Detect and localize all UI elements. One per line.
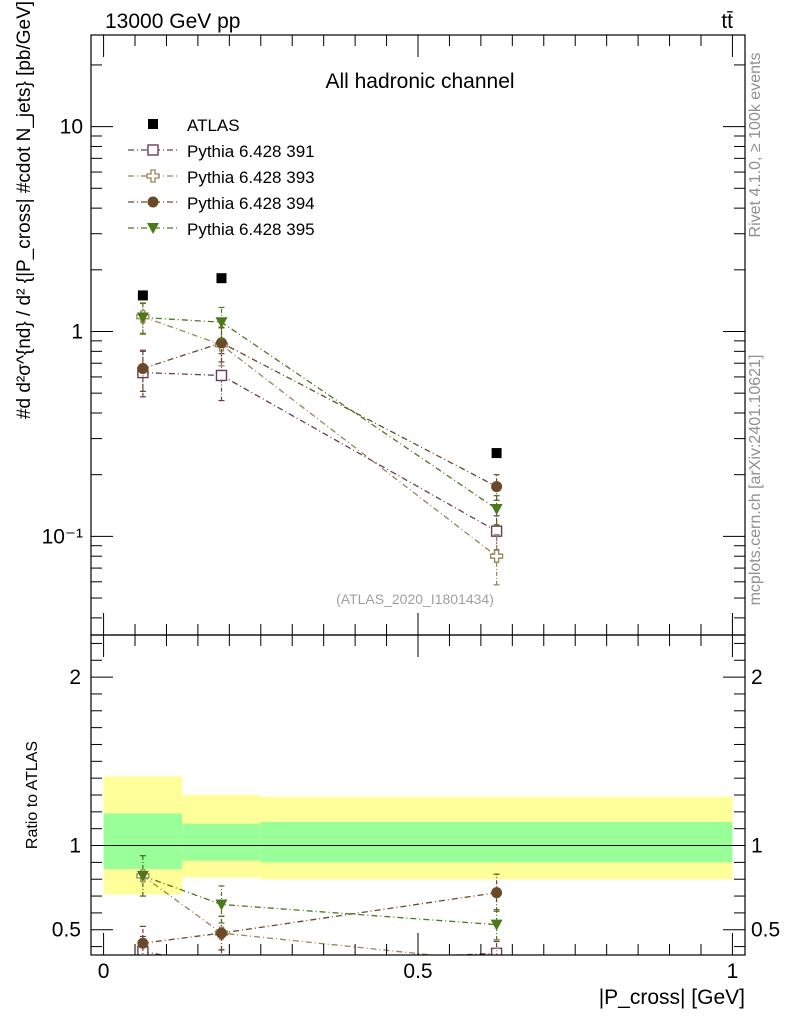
legend-label-pythia-6-428-391: Pythia 6.428 391	[187, 142, 315, 161]
legend: ATLAS Pythia 6.428 391 Pythia 6.428 393 Pyt…	[128, 116, 315, 239]
legend-marker-pythia-6-428-394	[147, 196, 159, 208]
y-tick-label: 10	[60, 116, 83, 139]
series-line-pythia-6.428-391	[142, 371, 497, 532]
ratio-y-tick-label-left: 0.5	[52, 919, 81, 942]
legend-marker-pythia-6-428-391	[147, 144, 159, 156]
ratio-series	[136, 855, 503, 970]
data-point-atlas	[216, 273, 227, 284]
legend-label-pythia-6-428-393: Pythia 6.428 393	[187, 168, 315, 187]
data-point-pythia-6-428-395	[490, 503, 503, 515]
energy-label: 13000 GeV pp	[105, 10, 240, 33]
ratio-y-tick-label-right: 0.5	[751, 919, 780, 942]
data-point-atlas	[137, 290, 148, 301]
legend-label-pythia-6-428-394: Pythia 6.428 394	[187, 194, 315, 213]
process-label: tt̄	[721, 10, 733, 33]
data-point-pythia-6-428-394	[491, 481, 503, 493]
data-point-pythia-6-428-395	[215, 317, 228, 329]
ratio-point-pythia-6-428-395	[136, 870, 149, 882]
data-point-pythia-6-428-394	[137, 362, 149, 374]
ratio-point-pythia-6-428-394	[491, 887, 503, 899]
series-line-pythia-6.428-394	[142, 342, 497, 488]
data-point-pythia-6-428-395	[136, 312, 149, 324]
x-tick-label: 0.5	[403, 960, 432, 983]
ratio-panel: 0 0.5 1 0.5 0.5 1 1 2 2 Ratio to ATLAS |P_cross|…	[24, 634, 780, 1009]
x-tick-label: 0	[98, 960, 110, 983]
ratio-point-pythia-6-428-395	[215, 899, 228, 911]
data-point-pythia-6-428-393	[489, 549, 504, 563]
uncertainty-band-green	[260, 821, 733, 863]
chart-title: All hadronic channel	[325, 70, 514, 93]
ratio-plot-content	[91, 776, 745, 970]
uncertainty-band-green	[182, 823, 261, 861]
x-tick-label: 1	[727, 960, 739, 983]
ratio-y-tick-label-left: 1	[69, 835, 81, 858]
y-tick-label: 10⁻¹	[42, 525, 83, 548]
main-ticks: 10⁻¹ 1 10	[42, 35, 745, 635]
series-line-pythia-6.428-393	[142, 316, 498, 557]
ratio-point-pythia-6-428-394	[215, 927, 227, 939]
x-axis-label: |P_cross| [GeV]	[599, 986, 745, 1009]
y-tick-label: 1	[71, 320, 83, 343]
ratio-point-pythia-6-428-395	[490, 919, 503, 931]
source-label: mcplots.cern.ch [arXiv:2401.10621]	[747, 355, 764, 606]
legend-label-pythia-6-428-395: Pythia 6.428 395	[187, 220, 315, 239]
analysis-tag: (ATLAS_2020_I1801434)	[336, 591, 494, 607]
main-panel: 10⁻¹ 1 10 All hadronic channel (ATLAS_2020…	[14, 1, 746, 636]
ratio-point-pythia-6-428-394	[137, 937, 149, 949]
legend-marker-atlas	[148, 119, 158, 129]
ratio-y-tick-label-right: 2	[751, 666, 763, 689]
legend-label-atlas: ATLAS	[187, 116, 240, 135]
data-point-pythia-6-428-391	[215, 369, 228, 382]
ratio-line-pythia-6-428-394	[142, 892, 497, 944]
ratio-y-label: Ratio to ATLAS	[24, 741, 41, 849]
series-line-pythia-6.428-395	[142, 316, 497, 510]
legend-marker-pythia-6-428-393	[146, 169, 160, 183]
uncertainty-band-green	[103, 813, 183, 870]
data-point-atlas	[491, 448, 502, 459]
main-plot-content	[136, 273, 504, 586]
legend-marker-pythia-6-428-395	[147, 223, 159, 234]
ratio-y-tick-label-left: 2	[69, 666, 81, 689]
ratio-line-pythia-6-428-391	[142, 950, 497, 955]
ratio-ticks: 0 0.5 1 0.5 0.5 1 1 2 2	[52, 635, 780, 983]
rivet-label: Rivet 4.1.0, ≥ 100k events	[747, 53, 764, 238]
ratio-y-tick-label-right: 1	[751, 835, 763, 858]
ratio-point-pythia-6-428-391	[216, 960, 226, 970]
main-y-label: #d d²σ^{nd} / d² {|P_cross| #cdot N_jets…	[14, 1, 35, 419]
ratio-point-pythia-6-428-393	[491, 956, 503, 968]
